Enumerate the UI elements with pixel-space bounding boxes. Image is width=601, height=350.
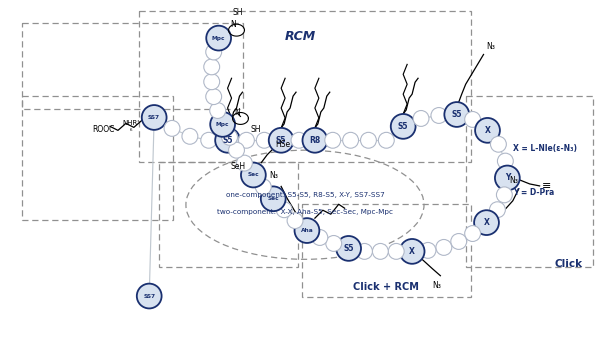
Text: S5: S5 [398, 122, 409, 131]
Text: Click: Click [555, 259, 583, 269]
Circle shape [388, 244, 404, 259]
Circle shape [451, 233, 466, 250]
Text: ₆: ₆ [130, 127, 132, 132]
Text: N₃: N₃ [487, 42, 495, 51]
Text: X: X [484, 218, 489, 227]
Circle shape [413, 111, 429, 126]
Text: N₃: N₃ [509, 176, 517, 186]
Circle shape [312, 230, 328, 245]
Circle shape [490, 136, 507, 152]
Bar [466, 96, 593, 267]
Circle shape [291, 132, 307, 148]
Text: SS7: SS7 [148, 115, 160, 120]
Circle shape [495, 166, 520, 190]
Text: Sec: Sec [267, 196, 279, 201]
Circle shape [474, 210, 499, 235]
Circle shape [206, 89, 222, 105]
Text: S5: S5 [222, 136, 233, 145]
Circle shape [182, 128, 198, 144]
Circle shape [276, 202, 292, 218]
Circle shape [465, 112, 481, 127]
Circle shape [431, 107, 447, 124]
Text: N₃: N₃ [269, 172, 278, 181]
Circle shape [237, 155, 252, 171]
Text: R8: R8 [310, 136, 320, 145]
Circle shape [261, 187, 285, 211]
Circle shape [206, 26, 231, 50]
Text: SS7: SS7 [143, 294, 155, 299]
Circle shape [326, 236, 342, 251]
Text: HSe: HSe [275, 140, 290, 149]
Text: S5: S5 [343, 244, 354, 253]
Circle shape [239, 132, 254, 148]
Circle shape [222, 130, 237, 145]
Circle shape [336, 236, 361, 261]
Circle shape [210, 103, 225, 118]
Text: X: X [484, 126, 490, 135]
Text: N: N [231, 20, 236, 29]
Text: S5: S5 [276, 136, 287, 145]
Circle shape [228, 142, 245, 158]
Circle shape [215, 128, 240, 153]
Circle shape [475, 118, 500, 143]
Circle shape [142, 105, 166, 130]
Circle shape [302, 128, 328, 153]
Text: SeH: SeH [230, 162, 245, 171]
Text: RCM: RCM [284, 30, 316, 43]
Circle shape [210, 112, 235, 137]
Bar [22, 96, 173, 220]
Text: Y: Y [505, 174, 510, 182]
Circle shape [379, 132, 394, 148]
Text: Mpc: Mpc [212, 36, 225, 41]
Bar [302, 204, 471, 297]
Text: Aha: Aha [300, 228, 313, 233]
Circle shape [241, 163, 266, 187]
Bar [159, 162, 298, 267]
Circle shape [465, 226, 481, 241]
Circle shape [436, 239, 452, 255]
Text: NHR': NHR' [122, 120, 139, 126]
Text: N: N [234, 108, 240, 117]
Circle shape [356, 244, 373, 259]
Circle shape [204, 74, 219, 90]
Circle shape [201, 132, 217, 148]
Text: ≡: ≡ [542, 181, 551, 191]
Text: S5: S5 [451, 110, 462, 119]
Circle shape [496, 187, 512, 203]
Circle shape [287, 213, 303, 229]
Bar [22, 23, 243, 108]
Circle shape [444, 102, 469, 127]
Text: Click + RCM: Click + RCM [353, 282, 419, 292]
Circle shape [137, 284, 162, 308]
Text: N₃: N₃ [433, 281, 441, 290]
Circle shape [206, 44, 222, 60]
Text: ROOC: ROOC [92, 125, 115, 134]
Circle shape [204, 59, 219, 75]
Text: one-component: S5-S5, R8-S5, X-Y, SS7-SS7: one-component: S5-S5, R8-S5, X-Y, SS7-SS… [225, 192, 384, 198]
Circle shape [294, 218, 319, 243]
Text: Mpc: Mpc [216, 122, 230, 127]
Text: SH: SH [233, 8, 243, 17]
Circle shape [257, 132, 272, 148]
Circle shape [489, 202, 505, 218]
Circle shape [255, 179, 271, 195]
Text: Y = D-Pra: Y = D-Pra [513, 188, 555, 197]
Circle shape [420, 243, 436, 258]
Circle shape [325, 132, 341, 148]
Text: Sec: Sec [248, 173, 259, 177]
Circle shape [400, 239, 424, 264]
Text: SH: SH [251, 125, 261, 134]
Circle shape [343, 132, 359, 148]
Circle shape [391, 114, 415, 139]
Circle shape [164, 120, 180, 136]
Text: two-component:  X-X, Aha-S5, Sec-Sec, Mpc-Mpc: two-component: X-X, Aha-S5, Sec-Sec, Mpc… [217, 209, 393, 215]
Circle shape [373, 244, 388, 259]
Bar [139, 11, 471, 162]
Circle shape [361, 132, 376, 148]
Circle shape [269, 128, 293, 153]
Circle shape [498, 153, 513, 169]
Text: X = L-Nle(ε-N₃): X = L-Nle(ε-N₃) [513, 144, 578, 153]
Text: X: X [409, 247, 415, 256]
